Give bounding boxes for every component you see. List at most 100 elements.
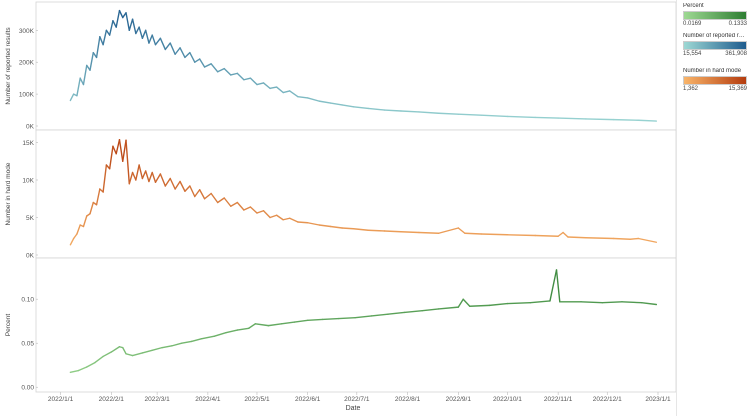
y-axis-label: Percent (5, 314, 12, 337)
series-segment (154, 173, 162, 183)
series-segment (135, 164, 140, 181)
series-segment (269, 214, 278, 219)
series-segment (367, 107, 386, 111)
x-tick-label: 2022/1/1 (48, 396, 74, 403)
series-segment (613, 237, 631, 240)
series-segment (102, 164, 108, 193)
series-segment (480, 114, 509, 118)
series-segment (174, 180, 181, 190)
series-segment (267, 323, 283, 327)
legend-min: 0.0169 (683, 21, 702, 27)
chart-area: 0K 100K 200K 300K Number of reported results… (5, 1, 676, 412)
legend-max: 0.1333 (728, 21, 747, 27)
series-segment (254, 323, 270, 327)
legend-gradient-bar (683, 11, 747, 20)
series-segment (383, 230, 402, 233)
series-segment (249, 77, 258, 86)
y-tick-label: 0K (26, 253, 35, 260)
series-segment (189, 51, 196, 63)
series-segment (225, 329, 239, 334)
y-tick-label: 0.00 (21, 385, 34, 392)
series-segment (179, 180, 186, 192)
y-tick-label: 0K (26, 124, 35, 131)
series-segment (480, 233, 509, 236)
series-segment (125, 139, 130, 185)
x-tick-label: 2022/5/1 (244, 396, 270, 403)
series-segment (190, 338, 203, 343)
series-segment (180, 340, 193, 344)
series-segment (329, 225, 343, 229)
series-segment (534, 234, 559, 237)
series-segment (171, 342, 183, 347)
series-segment (585, 237, 615, 240)
series-segment (131, 352, 144, 357)
panel-frame (35, 129, 676, 259)
series-segment (297, 95, 309, 99)
series-segment (262, 82, 271, 90)
series-segment (128, 18, 134, 32)
series-segment (141, 349, 153, 354)
series-segment (236, 327, 250, 331)
chart-panels: 0K 100K 200K 300K Number of reported results… (5, 1, 676, 393)
series-segment (307, 318, 324, 322)
series-segment (367, 229, 386, 232)
series-segment (159, 173, 167, 187)
series-segment (89, 51, 94, 71)
panel-frame (35, 1, 676, 131)
legend-percent: Percent 0.0169 0.1333 (683, 3, 747, 27)
series-segment (210, 192, 219, 204)
series-segment (203, 63, 212, 68)
series-segment (557, 231, 564, 237)
series-segment (341, 227, 355, 230)
series-segment (118, 139, 124, 162)
series-segment (112, 145, 117, 155)
series-segment (269, 86, 278, 90)
series-segment (135, 26, 140, 35)
series-segment (418, 231, 440, 234)
series-segment (82, 64, 88, 86)
series-segment (282, 217, 291, 221)
series-segment (418, 111, 440, 114)
series-segment (108, 145, 114, 170)
series-segment (400, 110, 420, 113)
series-segment (549, 269, 558, 302)
series-segment (354, 315, 373, 319)
series-segment (128, 171, 134, 185)
series-segment (151, 346, 163, 351)
series-segment (352, 106, 369, 110)
legend-title: Number in hard mode (683, 68, 742, 74)
series-segment (159, 37, 167, 51)
series-segment (534, 116, 559, 119)
series-segment (151, 34, 157, 46)
series-segment (557, 117, 587, 120)
series-segment (383, 109, 402, 112)
series-segment (585, 118, 615, 121)
series-segment (338, 316, 356, 320)
y-tick-label: 200K (19, 60, 35, 67)
x-tick-label: 2022/7/1 (344, 396, 370, 403)
series-segment (169, 42, 176, 55)
series-segment (115, 139, 121, 155)
x-tick-label: 2022/6/1 (295, 396, 321, 403)
series-segment (148, 171, 153, 183)
x-tick-label: 2022/9/1 (446, 396, 472, 403)
panel-frame (35, 257, 676, 393)
series-segment (248, 323, 257, 329)
series-segment (387, 311, 405, 315)
series-segment (79, 77, 85, 86)
legend-gradient-bar (683, 41, 747, 50)
y-tick-label: 15K (22, 140, 34, 147)
series-segment (86, 361, 96, 368)
series-segment (122, 346, 127, 355)
series-segment (297, 221, 309, 224)
series-segment (164, 42, 171, 51)
series-segment (169, 177, 176, 190)
x-tick-label: 2022/8/1 (395, 396, 421, 403)
series-segment (637, 119, 658, 122)
y-tick-label: 300K (19, 28, 35, 35)
series-segment (506, 115, 536, 119)
panel-1: 0K 100K 200K 300K Number of reported results (5, 1, 676, 131)
series-segment (198, 58, 206, 68)
series-segment (275, 86, 284, 94)
y-axis-label: Number in hard mode (5, 162, 12, 225)
